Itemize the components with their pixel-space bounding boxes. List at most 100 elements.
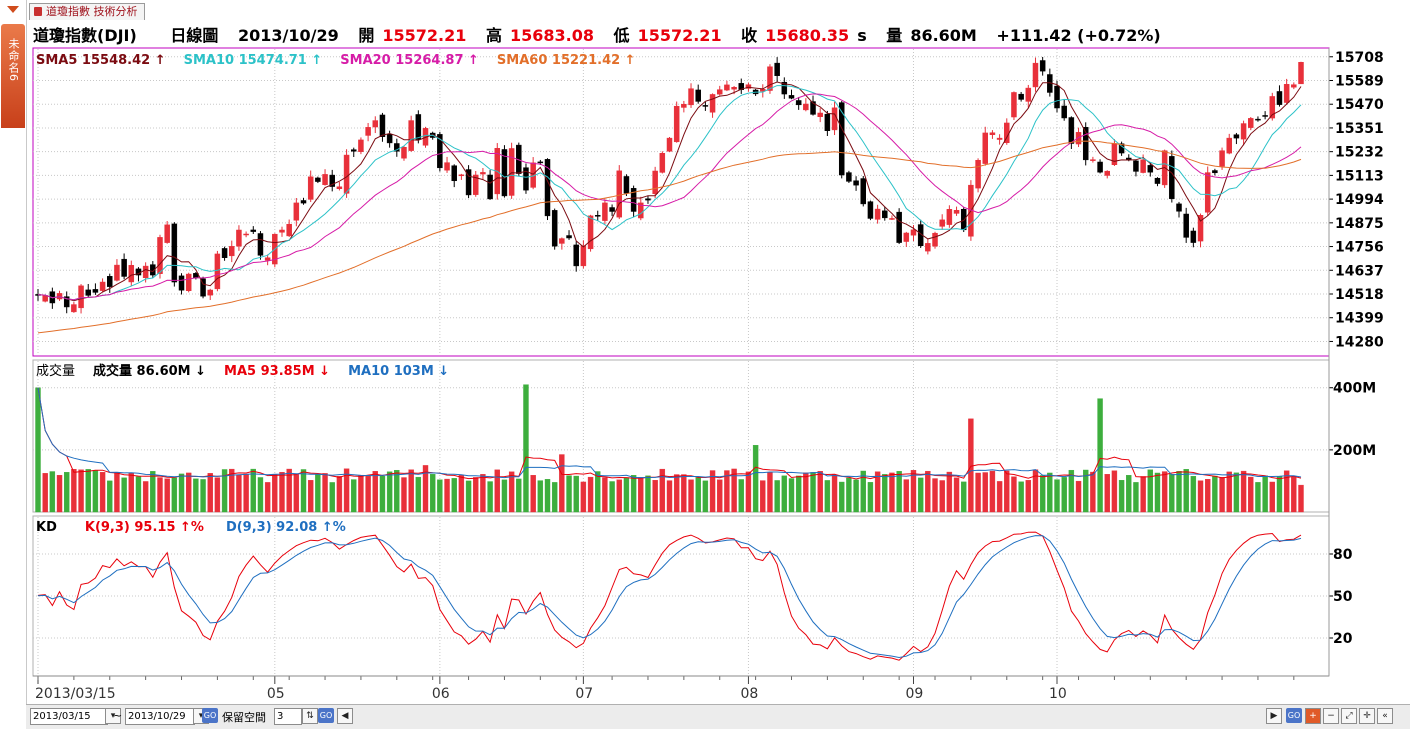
candle-body xyxy=(214,253,221,290)
volume-bar xyxy=(551,482,558,513)
volume-bar xyxy=(587,476,594,513)
volume-axis-label-400M: 400M xyxy=(1333,381,1376,397)
candle-body xyxy=(1018,93,1024,100)
reserve-space-spin-icon[interactable]: ⇅ xyxy=(302,708,318,724)
candle-body xyxy=(767,66,773,91)
pan-left-icon[interactable]: « xyxy=(1377,708,1393,724)
volume-bar xyxy=(107,480,113,513)
volume-bar xyxy=(774,480,780,513)
crosshair-icon[interactable]: ✛ xyxy=(1359,708,1375,724)
chart-tab[interactable]: 道瓊指數 技術分析 xyxy=(29,3,145,20)
apply-icon[interactable]: GO xyxy=(318,708,334,723)
volume-bar xyxy=(415,476,422,513)
volume-bar xyxy=(1039,475,1046,513)
candle-body xyxy=(781,81,788,95)
candle-body xyxy=(221,248,228,258)
volume-bar xyxy=(537,480,544,513)
candle-body xyxy=(645,198,651,201)
zoom-out-icon[interactable]: − xyxy=(1323,708,1339,724)
candle-body xyxy=(178,275,185,291)
candle-body xyxy=(250,229,257,232)
reserve-space-field[interactable]: 3 xyxy=(274,708,302,725)
volume-bar xyxy=(128,472,134,513)
volume-bar xyxy=(78,469,84,513)
collapse-arrow-icon[interactable] xyxy=(7,6,19,13)
candle-body xyxy=(874,208,881,220)
price-axis-label-15113: 15113 xyxy=(1335,168,1384,184)
candle-body xyxy=(817,112,823,117)
candle-body xyxy=(1061,105,1067,119)
candle-body xyxy=(501,149,508,197)
volume-bar xyxy=(508,471,515,513)
candle-body xyxy=(1204,172,1211,213)
volume-bar xyxy=(1118,479,1125,513)
volume-bar xyxy=(803,472,809,513)
volume-bar xyxy=(910,470,917,513)
candle-body xyxy=(465,169,472,196)
candle-body xyxy=(365,127,371,136)
volume-bar xyxy=(1283,470,1290,513)
price-axis-label-14280: 14280 xyxy=(1335,334,1384,350)
candle-body xyxy=(78,285,84,309)
volume-bar xyxy=(724,470,730,513)
start-date-field[interactable]: 2013/03/15 xyxy=(30,708,108,725)
zoom-in-icon[interactable]: + xyxy=(1305,708,1321,724)
bottom-toolbar: 2013/03/15 ▾ ~ 2013/10/29 ▾ GO 保留空間 3 ⇅ … xyxy=(26,704,1410,729)
candle-body xyxy=(415,114,422,140)
volume-bar xyxy=(925,470,931,513)
volume-bar xyxy=(817,471,823,513)
volume-bar xyxy=(874,471,881,513)
volume-bar xyxy=(1212,475,1218,513)
candle-body xyxy=(1068,117,1075,144)
volume-bar xyxy=(429,474,436,513)
candle-body xyxy=(731,87,737,90)
period-label: 日線圖 xyxy=(170,26,219,45)
scroll-left-button[interactable]: ◀ xyxy=(337,708,353,724)
volume-bar xyxy=(1104,474,1110,513)
kd-axis-label-50: 50 xyxy=(1333,589,1353,605)
candle-body xyxy=(1032,62,1039,88)
candle-body xyxy=(523,167,529,191)
chart-canvas[interactable]: 2013/03/15 05 06 07 08 09 10 15708 15589 15470 153… xyxy=(0,0,1410,704)
volume-bar xyxy=(917,477,924,513)
volume-bar xyxy=(164,478,170,513)
volume-bar xyxy=(1111,470,1118,513)
volume-bar xyxy=(279,472,285,513)
date-label-05: 05 xyxy=(267,686,285,702)
zoom-fit-icon[interactable]: ⤢ xyxy=(1341,708,1357,724)
end-date-field[interactable]: 2013/10/29 xyxy=(125,708,195,725)
sma60-line xyxy=(37,140,1302,334)
candle-body xyxy=(925,243,931,252)
candle-body xyxy=(1075,132,1082,145)
candle-body xyxy=(609,207,615,212)
scroll-right-button[interactable]: ▶ xyxy=(1266,708,1282,724)
side-tab-unnamed[interactable]: 未命名6 xyxy=(1,24,25,128)
volume-bar xyxy=(1068,469,1075,513)
candle-body xyxy=(1133,160,1139,172)
candle-body xyxy=(810,101,816,115)
volume-bar xyxy=(738,479,744,513)
volume-bar xyxy=(401,477,407,513)
start-date-dropdown-icon[interactable]: ▾ xyxy=(105,708,121,724)
candle-body xyxy=(803,103,809,111)
go-end-icon[interactable]: GO xyxy=(1286,708,1302,723)
candle-body xyxy=(1183,213,1189,238)
candle-body xyxy=(860,178,867,205)
volume-bar xyxy=(731,468,737,513)
volume-bar xyxy=(1126,475,1132,513)
volume-bar xyxy=(1161,471,1168,513)
candle-body xyxy=(343,154,350,194)
date-label-07: 07 xyxy=(575,686,593,702)
volume-bar xyxy=(351,479,357,513)
volume-bar xyxy=(839,481,845,513)
left-side-tab[interactable]: 未命名6 xyxy=(0,0,26,728)
volume-bar xyxy=(1190,476,1197,513)
go-icon[interactable]: GO xyxy=(202,708,218,723)
volume-bar xyxy=(501,479,508,513)
volume-bar xyxy=(1047,472,1053,513)
volume-bar xyxy=(932,478,938,513)
candle-body xyxy=(1190,230,1197,243)
volume-bar xyxy=(717,479,723,513)
candle-body xyxy=(1147,165,1154,173)
volume-bar xyxy=(207,473,213,513)
